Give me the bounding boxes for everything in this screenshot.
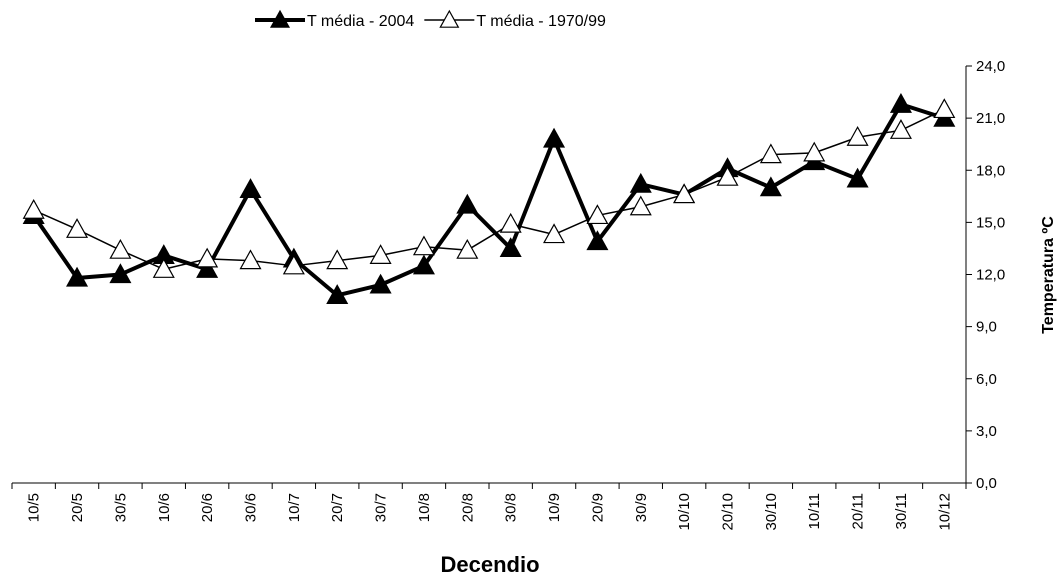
marker [629, 172, 652, 193]
x-axis-title: Decendio [440, 552, 539, 577]
x-tick-label: 10/11 [806, 493, 823, 529]
marker [369, 244, 392, 264]
marker [282, 254, 305, 275]
marker [499, 237, 522, 258]
marker [196, 258, 219, 278]
marker [456, 238, 479, 259]
x-tick-label: 30/11 [893, 493, 910, 529]
marker [196, 247, 219, 268]
marker [109, 238, 132, 259]
marker [933, 98, 956, 119]
series-line [33, 108, 945, 271]
x-tick-label: 10/8 [416, 493, 433, 522]
x-tick-label: 10/12 [936, 493, 953, 531]
x-tick-label: 30/10 [763, 493, 780, 531]
marker [803, 141, 826, 162]
legend-label: T média - 1970/99 [476, 13, 606, 30]
marker [759, 176, 782, 197]
x-tick-label: 20/7 [329, 493, 346, 522]
y-tick-label: 9,0 [976, 319, 997, 336]
marker [239, 178, 262, 198]
x-tick-label: 30/7 [373, 493, 390, 522]
x-tick-label: 10/6 [156, 493, 173, 522]
legend-label: T média - 2004 [307, 13, 414, 30]
x-tick-label: 10/10 [676, 493, 693, 531]
x-tick-label: 30/5 [112, 493, 129, 522]
marker [369, 273, 392, 294]
y-tick-label: 6,0 [976, 371, 997, 388]
marker [543, 127, 566, 148]
x-tick-label: 20/11 [850, 493, 867, 529]
marker [889, 92, 912, 113]
marker [326, 284, 349, 304]
marker [152, 258, 175, 278]
marker [499, 212, 522, 233]
marker [412, 235, 435, 256]
x-tick-label: 10/9 [546, 493, 563, 522]
marker [66, 218, 89, 238]
y-tick-label: 18,0 [976, 162, 1005, 179]
series-line [32, 102, 945, 298]
marker [22, 198, 45, 219]
marker [586, 204, 609, 225]
x-tick-label: 20/9 [589, 493, 606, 522]
marker [716, 165, 739, 186]
y-tick-label: 24,0 [976, 58, 1005, 75]
legend-marker [439, 9, 460, 28]
marker [846, 126, 869, 146]
x-tick-label: 10/7 [286, 493, 303, 522]
x-tick-label: 30/8 [503, 493, 520, 522]
marker [759, 143, 782, 164]
marker [673, 183, 696, 204]
marker [412, 254, 435, 275]
marker [846, 167, 869, 188]
legend-marker [269, 9, 291, 28]
marker [889, 119, 912, 139]
marker [456, 193, 479, 214]
y-tick-label: 12,0 [976, 267, 1005, 284]
marker [326, 249, 349, 270]
x-tick-label: 20/5 [69, 493, 86, 522]
y-axis-title: Temperatura ºC [1040, 216, 1057, 334]
marker [66, 266, 89, 287]
marker [586, 230, 609, 251]
y-tick-label: 0,0 [976, 475, 997, 492]
x-tick-label: 30/6 [243, 493, 260, 522]
x-tick-label: 20/10 [720, 493, 737, 531]
y-tick-label: 15,0 [976, 214, 1005, 231]
marker [629, 195, 652, 216]
marker [109, 263, 132, 284]
marker [239, 249, 262, 270]
y-tick-label: 3,0 [976, 423, 997, 440]
x-tick-label: 10/5 [26, 493, 43, 522]
x-tick-label: 20/8 [459, 493, 476, 522]
x-tick-label: 20/6 [199, 493, 216, 522]
marker [543, 223, 566, 244]
y-tick-label: 21,0 [976, 110, 1005, 127]
x-tick-label: 30/9 [633, 493, 650, 522]
